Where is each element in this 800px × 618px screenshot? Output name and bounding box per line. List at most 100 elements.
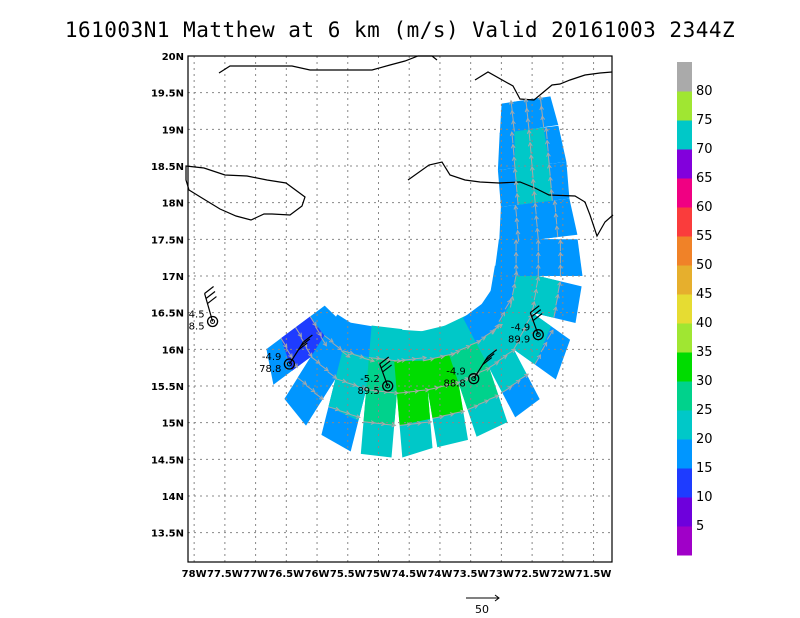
latitude-tick-label: 18.5N	[151, 162, 184, 173]
storm-center-label-bottom: 89.5	[357, 386, 379, 397]
storm-center-marker	[532, 329, 544, 341]
wind-arrow-head	[481, 336, 487, 341]
colorbar-segment	[677, 236, 692, 266]
longitude-tick-label: 71.5W	[576, 569, 612, 580]
wind-arrow-head	[500, 311, 506, 317]
latitude-tick-label: 14N	[162, 492, 184, 503]
wind-arrow-head	[509, 99, 514, 105]
storm-center-label-top: -4.9	[262, 352, 282, 363]
colorbar-segment	[677, 265, 692, 295]
latitude-tick-label: 17.5N	[151, 235, 184, 246]
wind-arrow	[513, 339, 520, 350]
wind-arrow	[349, 413, 360, 418]
latitude-tick-label: 13.5N	[151, 529, 184, 540]
wind-arrow-head	[533, 202, 538, 208]
wind-arrow	[505, 348, 516, 356]
wind-arrow-head	[288, 353, 293, 359]
wind-arrow	[342, 350, 354, 355]
wind-arrow-head	[450, 352, 456, 357]
wind-arrow-head	[513, 263, 519, 269]
wind-arrow-head	[538, 95, 543, 101]
wind-arrow	[404, 358, 416, 361]
colorbar-label: 65	[696, 171, 713, 186]
wind-arrow	[535, 276, 539, 288]
wind-arrow-head	[535, 251, 541, 257]
lat-lon-grid	[188, 55, 612, 562]
wind-arrow-head	[542, 341, 548, 347]
wind-arrow-head	[455, 380, 461, 386]
colorbar-label: 80	[696, 84, 713, 99]
wind-arrow-head	[310, 387, 316, 393]
colorbar-label: 75	[696, 113, 713, 128]
wind-arrow-head	[355, 414, 361, 419]
wind-arrow-head	[531, 300, 536, 306]
colorbar-label: 35	[696, 345, 713, 360]
colorbar-segment	[677, 207, 692, 237]
wind-arrow	[557, 282, 561, 293]
wind-barb-flag	[207, 296, 217, 305]
storm-center-marker	[283, 358, 296, 370]
wind-arrow	[518, 373, 529, 381]
vector-scale-label: 50	[475, 603, 489, 616]
wind-arrow	[534, 354, 541, 365]
wind-arrow-head	[476, 340, 482, 345]
colorbar-segment	[677, 62, 692, 92]
wind-arrow	[535, 215, 538, 227]
wind-arrow-head	[523, 97, 529, 103]
colorbar-label: 40	[696, 316, 713, 331]
wind-arrow	[433, 355, 445, 359]
wind-arrow-head	[396, 358, 402, 364]
wind-barb-flag	[532, 313, 543, 322]
wind-arrow	[514, 168, 517, 180]
wind-arrow	[280, 337, 288, 348]
wind-barb-flag	[300, 338, 311, 347]
wind-arrow-head	[513, 251, 519, 257]
wind-arrow	[415, 357, 427, 360]
wind-arrow	[327, 371, 337, 379]
wind-arrow-head	[312, 321, 317, 327]
wind-arrow-head	[494, 394, 500, 399]
wind-barb-flag	[297, 342, 308, 351]
longitude-tick-label: 75W	[366, 569, 391, 580]
wind-arrow	[479, 367, 490, 373]
wind-arrow-head	[553, 306, 558, 312]
map-frame	[187, 55, 613, 563]
wind-arrow-head	[548, 176, 553, 182]
latitude-tick-label: 20N	[162, 52, 184, 63]
wind-arrow-head	[515, 339, 520, 344]
storm-center-label-top: -5.2	[360, 374, 380, 385]
wind-arrow	[448, 382, 460, 386]
wind-arrow	[528, 130, 531, 142]
wind-arrow	[422, 358, 434, 362]
colorbar-label: 30	[696, 374, 713, 389]
wind-arrow-head	[535, 263, 541, 269]
wind-arrow	[488, 361, 499, 369]
wind-arrow-head	[510, 143, 516, 149]
longitude-tick-label: 74W	[427, 569, 452, 580]
storm-center-label-top: 4.5	[189, 309, 205, 320]
wind-arrow-head	[535, 275, 541, 281]
wind-arrow-head	[502, 355, 508, 360]
wind-arrow-head	[422, 355, 428, 361]
wind-arrow-head	[391, 422, 397, 428]
wind-arrow-head	[515, 379, 521, 385]
wind-arrow	[511, 110, 514, 122]
wind-arrow	[529, 142, 532, 154]
wind-arrow	[340, 350, 351, 358]
wind-arrow	[554, 201, 557, 213]
wind-arrow	[492, 324, 499, 335]
wind-arrow	[363, 357, 375, 362]
wind-arrow	[458, 377, 469, 383]
latitude-tick-label: 17N	[162, 272, 184, 283]
wind-arrow-head	[509, 295, 515, 301]
wind-barb-flag	[382, 364, 392, 373]
wind-arrow-head	[473, 404, 479, 409]
wind-arrow-head	[507, 386, 513, 391]
wind-arrow-head	[535, 227, 540, 233]
longitude-tick-label: 73.5W	[453, 569, 489, 580]
storm-center-dot	[471, 376, 477, 382]
wind-barb-flag	[205, 291, 216, 299]
wind-arrow	[477, 400, 489, 406]
wind-arrow	[545, 128, 548, 140]
wind-arrow-head	[558, 251, 563, 257]
